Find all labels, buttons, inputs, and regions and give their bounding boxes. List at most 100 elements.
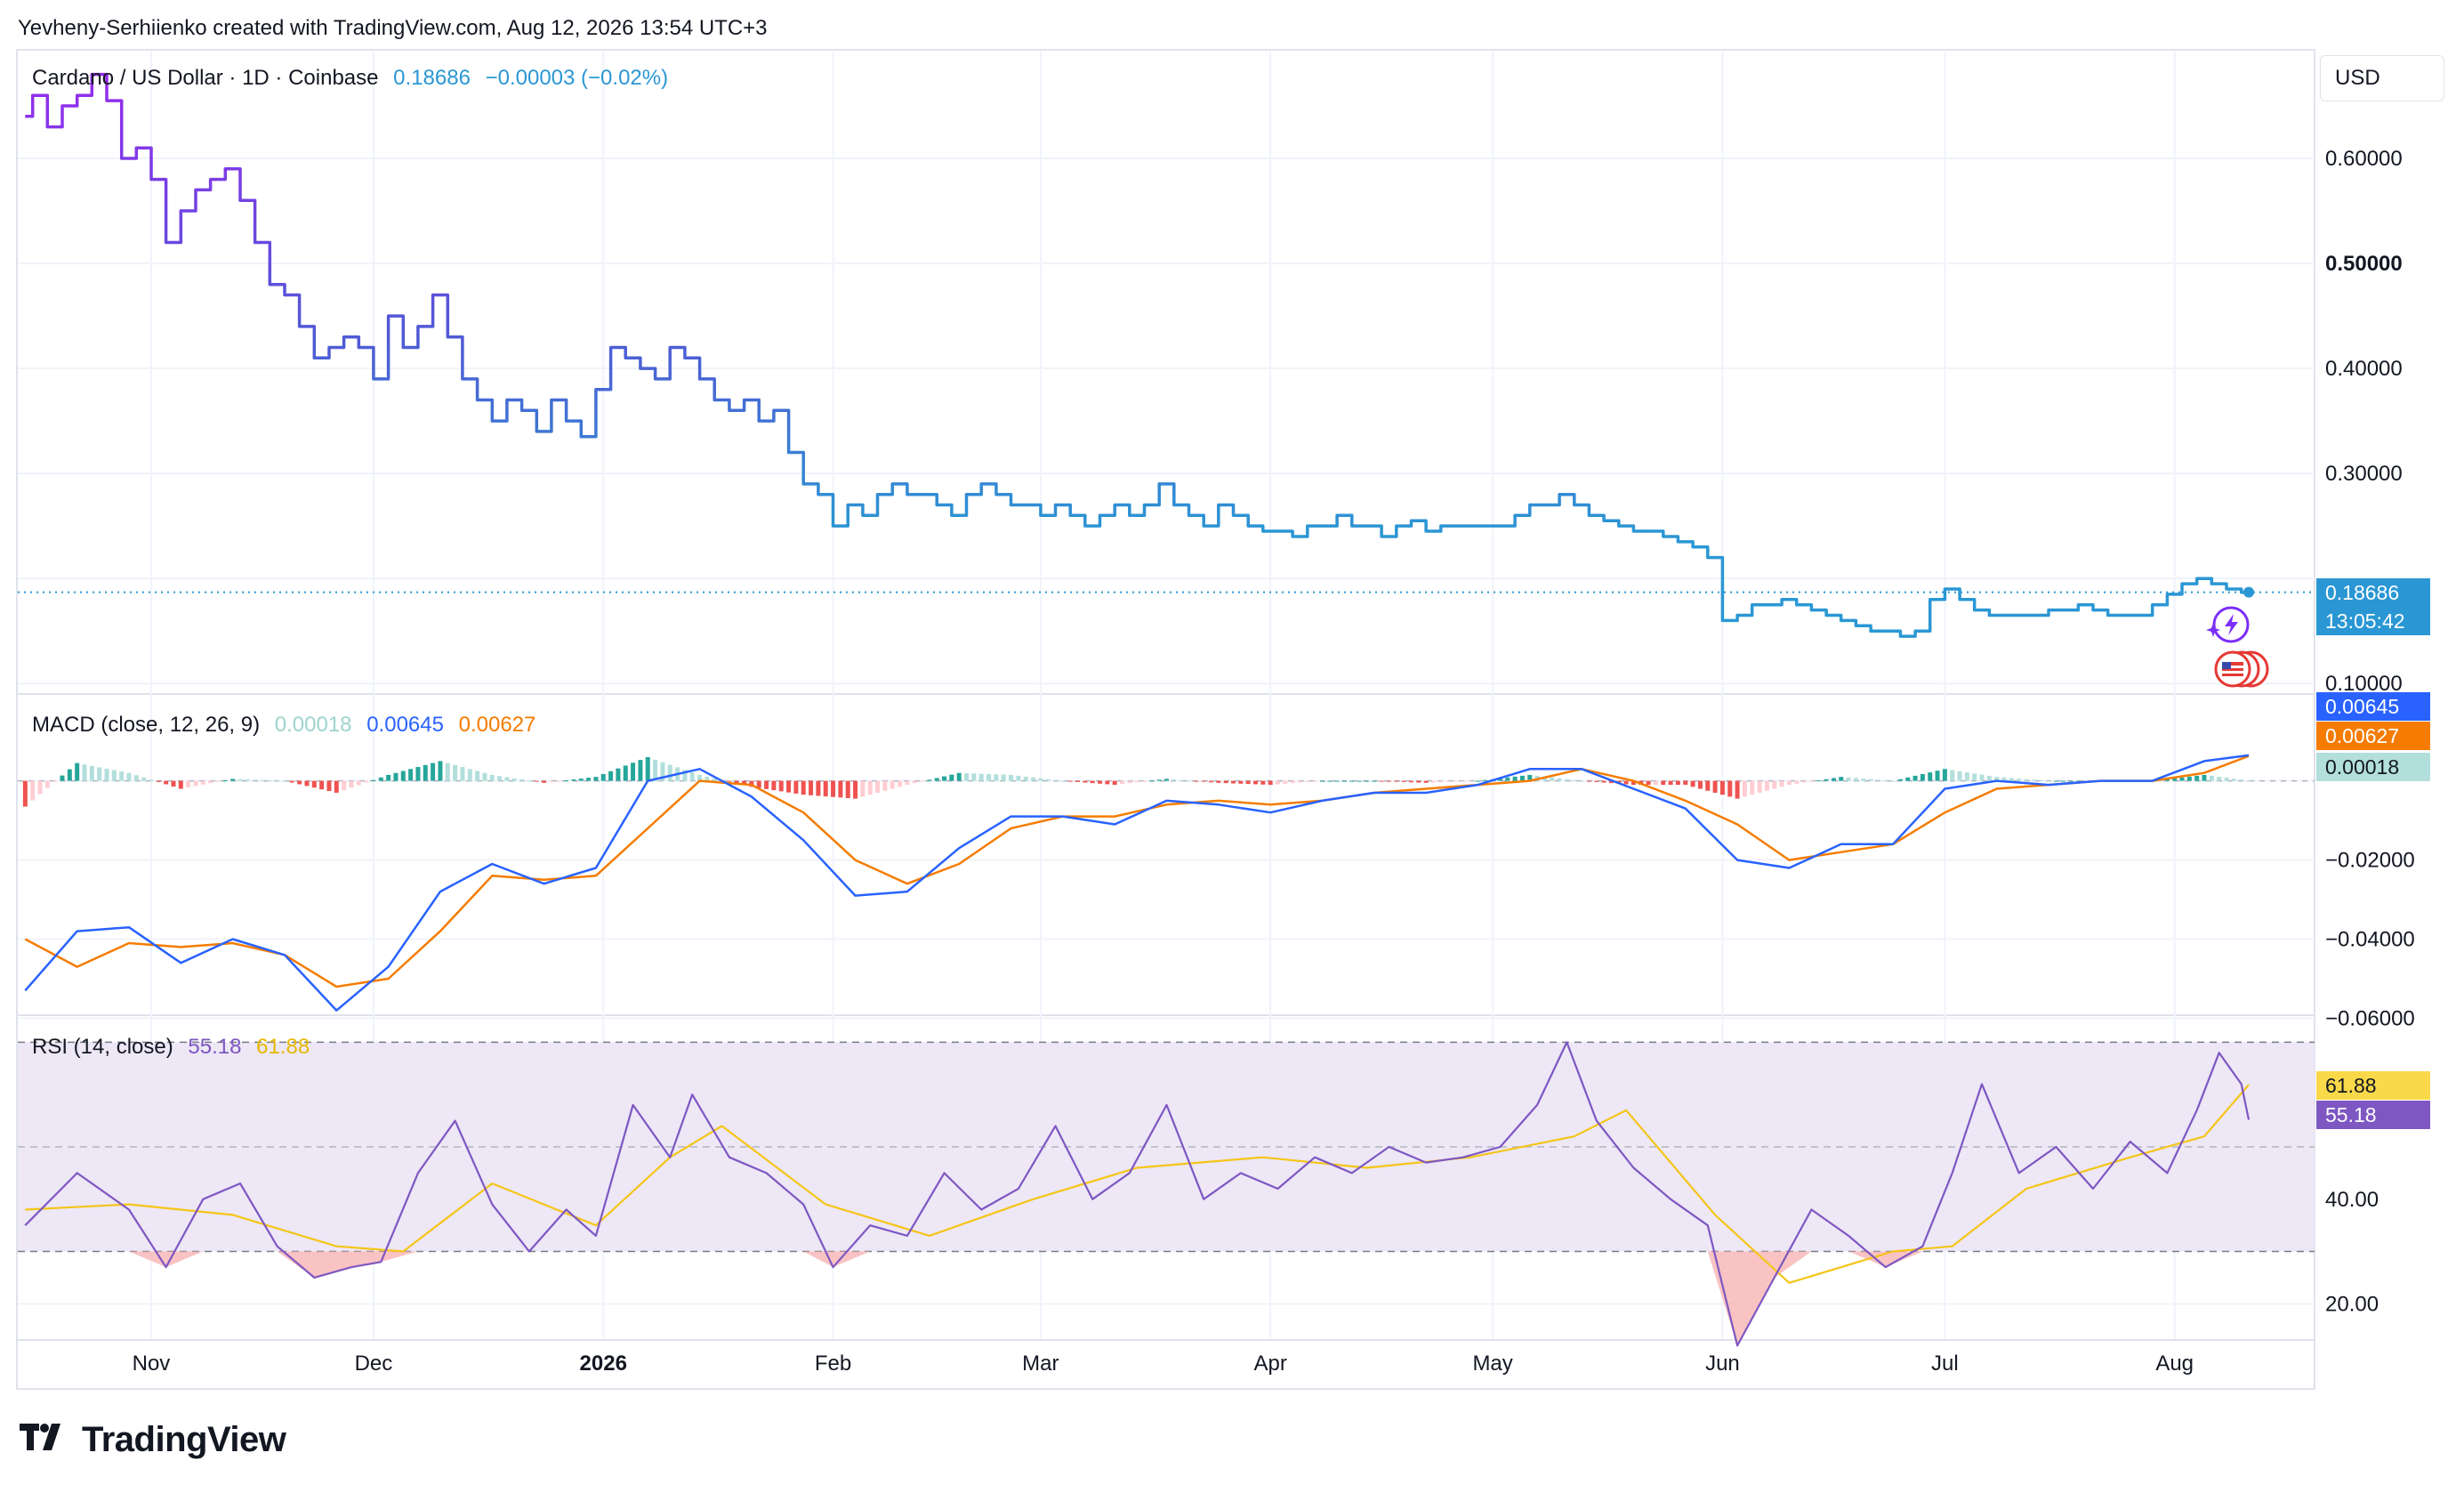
rsi-pane[interactable] [18,1041,2315,1347]
macd-histogram-bar [297,780,302,785]
macd-histogram-bar [912,780,917,784]
macd-histogram-bar [1208,780,1213,783]
macd-histogram-bar [52,780,58,782]
last-price-dot [2243,586,2255,598]
macd-line[interactable] [24,754,2250,1012]
macd-histogram-bar [1142,780,1147,782]
macd-histogram-bar [1334,780,1340,782]
price-tick-label: 0.40000 [2325,357,2403,381]
macd-histogram-bar [1683,780,1688,786]
macd-histogram-bar [1512,776,1518,781]
macd-histogram-bar [1083,780,1088,783]
symbol-title[interactable]: Cardano / US Dollar · 1D · Coinbase [32,66,379,90]
macd-histogram-bar [1238,780,1244,784]
signal-value: 0.00627 [458,713,536,737]
macd-histogram-bar [2053,780,2058,782]
macd-histogram-bar [2194,775,2200,781]
macd-histogram-bar [1075,780,1081,782]
macd-histogram-value: 0.00018 [274,713,352,737]
currency-button[interactable]: USD [2320,55,2444,101]
rsi-ma-line[interactable] [25,1084,2250,1284]
macd-histogram-bar [178,780,183,789]
macd-histogram-bar [1453,780,1458,782]
macd-histogram-bar [1579,780,1584,782]
macd-histogram-bar [1379,780,1384,782]
price-legend[interactable]: Cardano / US Dollar · 1D · Coinbase 0.18… [32,66,677,91]
price-tick-label: 0.50000 [2325,252,2403,276]
macd-histogram-bar [1252,780,1258,785]
macd-histogram-bar [742,780,747,786]
macd-histogram-bar [415,767,421,781]
macd-histogram-bar [222,779,228,781]
macd-histogram-bar [1986,775,1992,781]
macd-histogram-bar [1245,780,1251,785]
time-tick-label: Jun [1705,1352,1740,1376]
time-scale[interactable]: Nov Dec 2026 Feb Mar Apr May Jun Jul Aug [133,1352,2194,1376]
macd-histogram-bar [905,780,910,786]
macd-histogram-bar [994,774,999,781]
macd-histogram-bar [319,780,325,790]
macd-histogram-bar [1868,779,1873,781]
macd-histogram-bar [831,780,836,797]
macd-histogram-bar [1179,779,1184,781]
price-tick-label: 0.10000 [2325,672,2403,696]
plot-border [16,49,2315,1390]
macd-histogram-bar [1801,780,1807,783]
macd-histogram-bar [423,764,428,781]
rsi-line[interactable] [24,1041,2251,1347]
macd-histogram-bar [623,765,628,781]
macd-histogram-bar [549,780,554,782]
macd-histogram-bar [1572,779,1577,781]
price-pane[interactable] [18,72,2315,638]
macd-histogram-bar [67,769,72,781]
macd-histogram-bar [149,779,154,781]
price-scale[interactable]: 0.60000 0.50000 0.40000 0.30000 0.10000 −0.02… [2325,147,2415,1316]
macd-histogram-bar [556,780,561,782]
macd-histogram-bar [326,780,332,792]
macd-histogram-bar [1401,780,1406,782]
macd-title[interactable]: MACD (close, 12, 26, 9) [32,713,261,737]
macd-histogram-bar [97,767,102,781]
lightning-icon[interactable] [2212,606,2250,643]
macd-histogram-bar [890,780,895,789]
macd-histogram-bar [2239,779,2244,781]
macd-legend[interactable]: MACD (close, 12, 26, 9) 0.00018 0.00645 … [32,713,544,738]
time-tick-label: Feb [815,1352,851,1376]
time-tick-label: Apr [1253,1352,1286,1376]
macd-histogram-bar [1297,780,1302,783]
macd-histogram-bar [667,764,672,781]
macd-histogram-bar [1646,780,1651,786]
macd-histogram-bar [920,780,925,782]
macd-histogram-bar [141,777,147,781]
macd-histogram-bar [304,780,310,787]
macd-histogram-bar [660,762,665,781]
macd-pane[interactable] [18,754,2315,1012]
macd-histogram-bar [1098,780,1103,784]
rsi-legend[interactable]: RSI (14, close) 55.18 61.88 [32,1035,318,1060]
macd-histogram-bar [534,780,539,782]
macd-histogram-bar [253,779,258,781]
macd-histogram-bar [400,771,406,781]
macd-histogram-bar [1824,779,1829,781]
macd-histogram-bar [845,780,850,798]
macd-histogram-bar [1764,780,1769,791]
macd-histogram-bar [1950,770,1955,781]
macd-histogram-bar [1542,776,1547,781]
macd-histogram-bar [1994,777,2000,781]
macd-histogram-bar [1031,777,1036,781]
macd-histogram-bar [1461,780,1466,782]
macd-histogram-bar [111,770,117,781]
price-line[interactable] [25,72,2249,638]
rsi-title[interactable]: RSI (14, close) [32,1035,173,1059]
macd-histogram-bar [764,780,769,789]
time-tick-label: Mar [1022,1352,1059,1376]
macd-histogram-bar [2217,777,2222,781]
signal-line[interactable] [24,755,2250,989]
macd-histogram-bar [1727,780,1733,797]
tradingview-logo[interactable]: TradingView [20,1420,286,1460]
macd-histogram-bar [1772,780,1777,789]
macd-histogram-bar [1964,772,1969,781]
us-flag-event-icon[interactable] [2214,650,2269,688]
macd-histogram-bar [1875,779,1880,781]
